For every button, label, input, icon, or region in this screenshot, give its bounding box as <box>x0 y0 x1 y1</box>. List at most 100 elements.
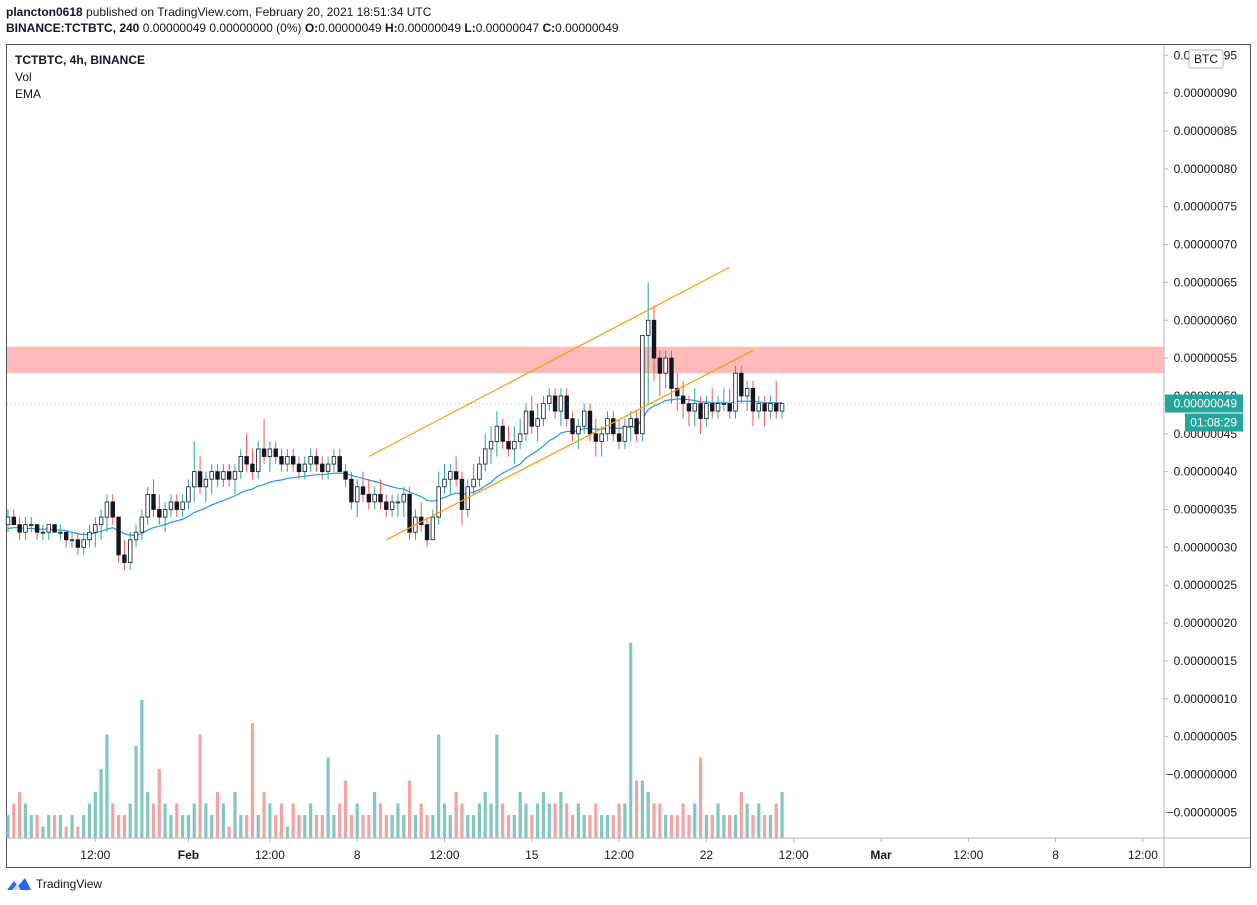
countdown-label: 01:08:29 <box>1190 416 1237 430</box>
candle <box>523 403 529 442</box>
close-label: C: <box>542 21 556 35</box>
volume-bar <box>605 815 610 838</box>
volume-bar <box>722 815 726 838</box>
volume-bar <box>198 734 202 838</box>
volume-bar <box>466 815 470 838</box>
candle-body <box>267 448 273 457</box>
price-tick-label: 0.00000065 <box>1174 275 1238 289</box>
candle-body <box>23 524 28 533</box>
candle-body <box>221 471 226 480</box>
candle <box>314 448 319 472</box>
volume-bar <box>541 792 546 838</box>
volume-bar <box>233 792 237 838</box>
candle-body <box>58 531 63 534</box>
candle-body <box>314 456 319 465</box>
candle <box>308 448 313 472</box>
legend-title[interactable]: TCTBTC, 4h, BINANCE <box>15 53 145 67</box>
volume-bar <box>87 803 92 838</box>
volume-bar <box>70 815 74 838</box>
candle <box>197 456 203 495</box>
candle <box>733 365 738 419</box>
candle-body <box>494 425 500 442</box>
low-label: L: <box>464 21 476 35</box>
volume-bar <box>378 803 383 838</box>
candle-body <box>244 456 249 465</box>
candle <box>372 486 377 510</box>
candle <box>40 524 46 540</box>
volume-bar <box>256 815 260 838</box>
volume-bar <box>698 757 703 838</box>
tradingview-brand[interactable]: TradingView <box>6 877 102 891</box>
volume-bar <box>768 815 773 838</box>
volume-bar <box>157 769 161 838</box>
candle-body <box>686 403 692 412</box>
candle <box>5 509 11 533</box>
volume-bar <box>536 803 540 838</box>
candle-body <box>704 403 709 420</box>
candle-body <box>296 463 302 473</box>
publish-info: plancton0618 published on TradingView.co… <box>6 5 431 19</box>
candle-body <box>128 539 133 563</box>
candle-body <box>593 433 599 442</box>
volume-bar <box>332 815 336 838</box>
candle <box>436 471 441 525</box>
legend-ema[interactable]: EMA <box>15 87 42 101</box>
candle-body <box>145 493 150 518</box>
candle-body <box>430 516 436 541</box>
volume-bar <box>576 803 580 838</box>
candle <box>93 517 98 548</box>
volume-bar <box>646 792 650 838</box>
candle-body <box>69 539 75 542</box>
candle-body <box>46 524 51 533</box>
volume-bar <box>76 826 80 838</box>
candle <box>483 433 488 472</box>
candle <box>448 464 453 495</box>
candle <box>611 411 616 442</box>
volume-bar <box>390 815 394 838</box>
candle <box>517 418 523 449</box>
currency-label: BTC <box>1194 52 1218 66</box>
volume-bar <box>477 803 482 838</box>
candle-body <box>762 403 767 412</box>
published-text: published on TradingView.com, February 2… <box>86 5 432 19</box>
candle <box>378 479 383 510</box>
volume-bar <box>454 792 458 838</box>
candle <box>395 494 401 518</box>
candle-body <box>17 524 22 533</box>
candle-body <box>541 403 546 420</box>
open-label: O: <box>304 21 319 35</box>
volume-bar <box>728 815 732 838</box>
candle <box>168 494 174 518</box>
chart-frame[interactable] <box>6 44 1251 868</box>
candle-body <box>599 433 604 442</box>
time-tick-label: 12:00 <box>779 848 809 862</box>
volume-bar <box>215 792 220 838</box>
candle-body <box>320 463 325 473</box>
volume-bar <box>495 734 499 838</box>
volume-bar <box>23 803 28 838</box>
channel-lower-line <box>386 349 754 541</box>
candle-body <box>87 531 92 541</box>
candle <box>442 464 447 495</box>
candle <box>226 464 232 487</box>
candle <box>46 524 51 540</box>
candle-body <box>302 463 308 473</box>
candle <box>744 380 750 412</box>
volume-bar <box>169 815 173 838</box>
candle-body <box>436 486 441 518</box>
candle-body <box>11 516 17 526</box>
candle-body <box>192 471 197 488</box>
author-name[interactable]: plancton0618 <box>6 5 83 19</box>
volume-bar <box>687 815 691 838</box>
time-tick-label: 15 <box>525 848 539 862</box>
candle <box>186 479 191 510</box>
candle-body <box>343 471 348 480</box>
candle <box>774 380 779 419</box>
candle <box>267 441 273 472</box>
price-tick-label: 0.00000025 <box>1174 578 1238 592</box>
candle <box>285 448 290 472</box>
time-tick-label: Mar <box>870 848 892 862</box>
legend-volume[interactable]: Vol <box>15 70 32 84</box>
volume-bar <box>128 803 132 838</box>
